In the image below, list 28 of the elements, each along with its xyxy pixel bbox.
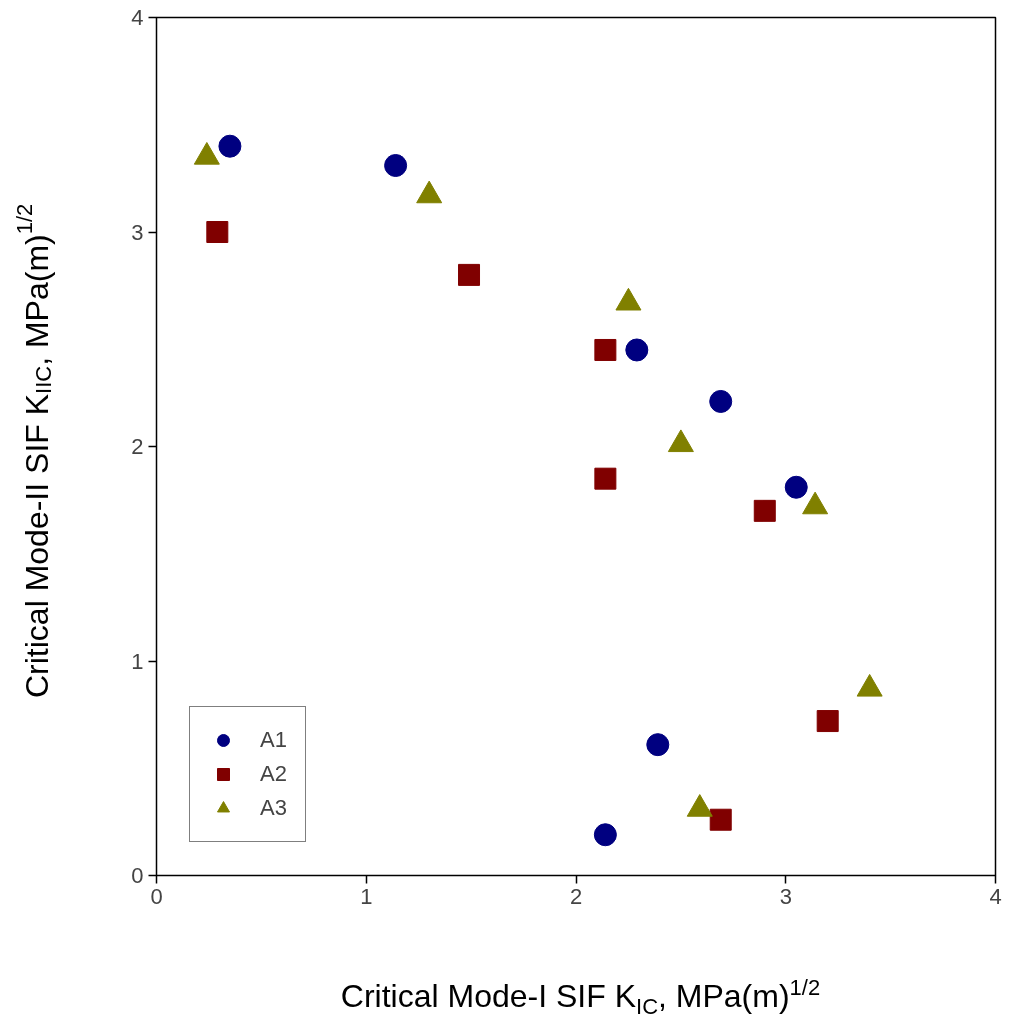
y-tick-label: 3 <box>131 219 144 245</box>
point <box>784 475 808 499</box>
x-axis-title: Critical Mode-I SIF K$_{IC}$, MPa(m)$^{1/2}$ <box>339 974 822 1022</box>
x-tick-label: 2 <box>569 883 583 909</box>
point <box>709 389 733 413</box>
legend-label: A2 <box>260 761 287 787</box>
x-tick-label: 3 <box>779 883 792 909</box>
point <box>206 221 229 243</box>
point <box>709 808 732 831</box>
x-tick-label: 4 <box>989 883 1002 909</box>
point <box>218 134 242 158</box>
y-tick-label: 0 <box>131 863 144 888</box>
y-tick-label: 1 <box>131 648 144 674</box>
y-tick-label: 2 <box>131 434 144 459</box>
legend-label: A3 <box>260 795 287 821</box>
point <box>458 263 481 286</box>
x-tick-label: 1 <box>360 883 373 909</box>
point <box>384 154 408 177</box>
point <box>625 338 649 362</box>
x-tick-label: 0 <box>150 883 163 909</box>
point <box>594 338 617 361</box>
point <box>594 467 617 490</box>
y-tick-label: 4 <box>131 5 144 30</box>
legend-label: A1 <box>260 727 287 753</box>
point <box>753 499 776 522</box>
point <box>816 710 839 733</box>
point <box>646 733 670 757</box>
point <box>593 823 617 847</box>
